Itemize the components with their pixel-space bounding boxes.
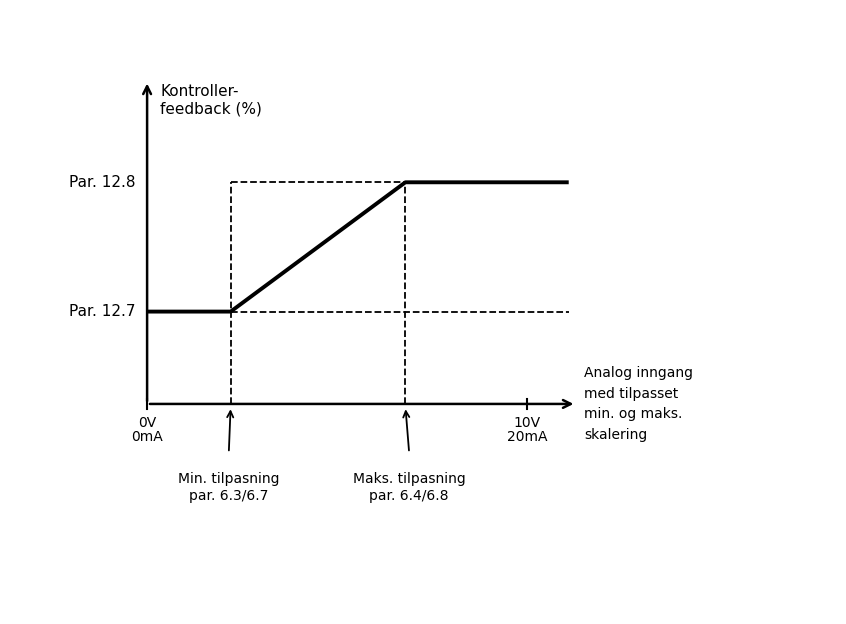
Text: Maks. tilpasning: Maks. tilpasning bbox=[353, 472, 465, 485]
Text: Par. 12.7: Par. 12.7 bbox=[69, 304, 135, 319]
Text: 20mA: 20mA bbox=[507, 430, 547, 444]
Text: Kontroller-
feedback (%): Kontroller- feedback (%) bbox=[161, 84, 262, 116]
Text: par. 6.4/6.8: par. 6.4/6.8 bbox=[370, 489, 449, 502]
Text: Min. tilpasning: Min. tilpasning bbox=[178, 472, 279, 485]
Text: 10V: 10V bbox=[514, 416, 541, 431]
Text: par. 6.3/6.7: par. 6.3/6.7 bbox=[189, 489, 268, 502]
Text: Analog inngang
med tilpasset
min. og maks.
skalering: Analog inngang med tilpasset min. og mak… bbox=[584, 366, 693, 442]
Text: 0V: 0V bbox=[138, 416, 157, 431]
Text: Par. 12.8: Par. 12.8 bbox=[69, 175, 135, 190]
Text: 0mA: 0mA bbox=[131, 430, 163, 444]
